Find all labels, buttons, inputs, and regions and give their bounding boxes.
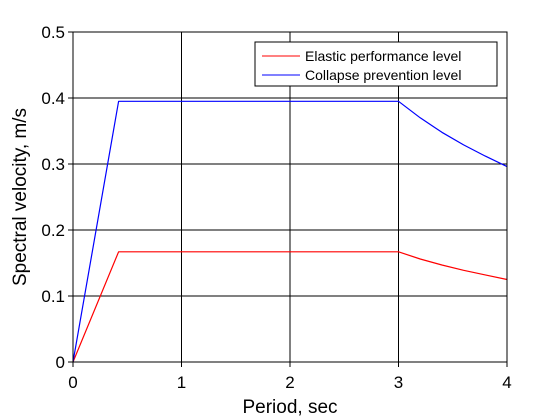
x-axis-title: Period, sec [242,397,337,418]
series-line-collapse [72,100,508,363]
axis-ticks: 0 1 2 3 4 0 0.1 0.2 0.3 0.4 0.5 [41,23,511,392]
legend-box [254,41,498,87]
x-tick-label: 0 [68,373,77,392]
y-tick-label: 0.3 [41,155,65,174]
series-line-elastic [72,251,508,363]
legend: Elastic performance level Collapse preve… [254,41,498,87]
gridlines [73,32,507,362]
y-tick-label: 0.5 [41,23,65,42]
x-tick-label: 2 [285,373,294,392]
data-series [72,100,508,363]
x-tick-label: 1 [177,373,186,392]
legend-label-collapse: Collapse prevention level [305,67,461,83]
y-tick-label: 0 [56,353,65,372]
x-tick-label: 4 [502,373,511,392]
y-tick-label: 0.1 [41,287,65,306]
x-tick-label: 3 [394,373,403,392]
y-axis-title: Spectral velocity, m/s [10,108,31,286]
y-tick-label: 0.2 [41,221,65,240]
y-tick-label: 0.4 [41,89,65,108]
legend-label-elastic: Elastic performance level [305,48,461,64]
